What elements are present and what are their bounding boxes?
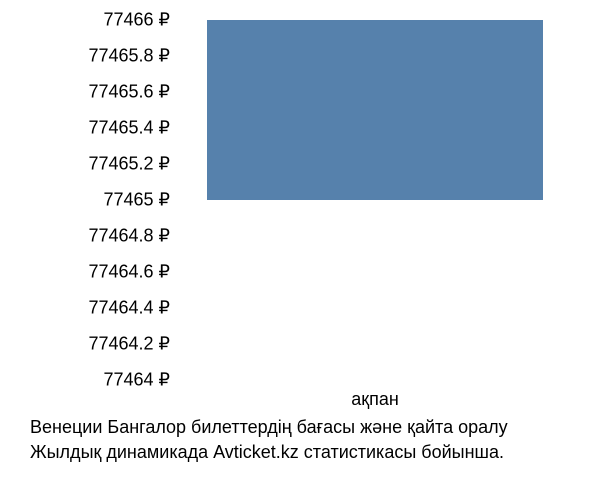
caption-line2: Жылдық динамикада Avticket.kz статистика… [30,440,590,465]
chart-area: 77466 ₽77465.8 ₽77465.6 ₽77465.4 ₽77465.… [30,20,570,380]
y-axis-tick: 77465.6 ₽ [88,82,170,103]
x-axis-label: ақпан [180,389,570,410]
y-axis-tick: 77464 ₽ [103,370,170,391]
chart-container: 77466 ₽ 77465.8 ₽ 77465.6 ₽ 77465.4 ₽ 77465.… [0,0,600,500]
y-axis-tick: 77464.8 ₽ [88,226,170,247]
y-axis-tick: 77465.8 ₽ [88,46,170,67]
y-axis-tick: 77465.4 ₽ [88,118,170,139]
caption-line1: Венеции Бангалор билеттердің бағасы және… [30,415,590,440]
y-axis-tick: 77466 ₽ [103,10,170,31]
plot-area: ақпан [180,20,570,380]
y-axis-tick: 77465 ₽ [103,190,170,211]
y-axis-tick: 77464.6 ₽ [88,262,170,283]
y-axis-tick: 77464.4 ₽ [88,298,170,319]
chart-caption: Венеции Бангалор билеттердің бағасы және… [30,415,590,465]
bar [207,20,542,200]
y-axis: 77466 ₽77465.8 ₽77465.6 ₽77465.4 ₽77465.… [30,20,170,380]
y-axis-tick: 77465.2 ₽ [88,154,170,175]
y-axis-tick: 77464.2 ₽ [88,334,170,355]
